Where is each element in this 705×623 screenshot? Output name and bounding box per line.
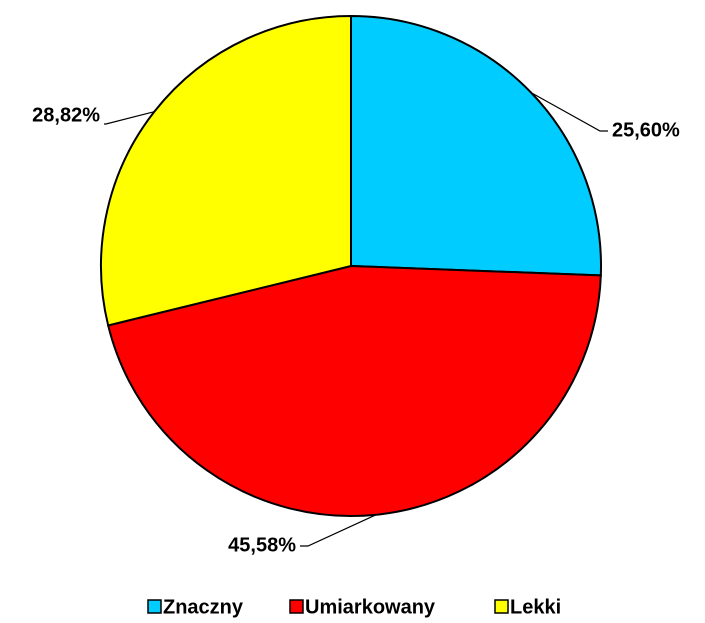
legend-label: Umiarkowany: [305, 596, 436, 618]
legend-swatch: [289, 599, 304, 614]
data-label: 28,82%: [32, 104, 100, 126]
pie-slice: [106, 264, 602, 517]
leader-line: [104, 111, 155, 125]
legend-swatch: [147, 599, 162, 614]
leader-line: [530, 92, 608, 132]
legend-label: Znaczny: [163, 596, 244, 618]
pie-slice: [100, 14, 352, 327]
legend-swatch: [494, 599, 509, 614]
data-label: 45,58%: [228, 534, 296, 556]
data-label: 25,60%: [612, 119, 680, 141]
leader-line: [300, 514, 377, 547]
pie-slice: [350, 14, 602, 277]
legend-label: Lekki: [510, 596, 561, 618]
